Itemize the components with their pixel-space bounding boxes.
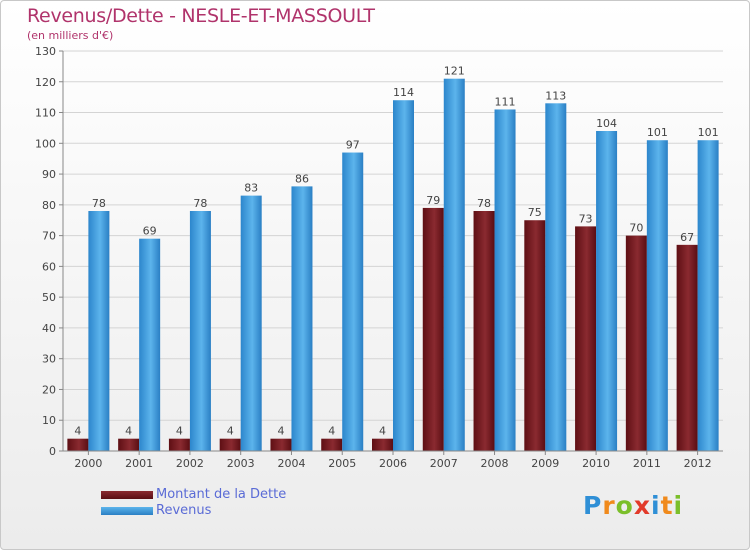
bars	[67, 78, 719, 452]
legend-swatch-dette	[101, 491, 153, 499]
legend-swatch-revenus	[101, 507, 153, 515]
logo-letter: i	[651, 491, 661, 520]
bar-revenus	[342, 152, 364, 452]
bar-revenus	[443, 78, 465, 451]
y-tick-label: 0	[49, 445, 56, 458]
data-label-dette: 70	[629, 222, 643, 235]
bar-dette	[422, 207, 444, 451]
x-tick-label: 2006	[379, 457, 407, 470]
data-label-revenus: 121	[444, 65, 465, 78]
bar-dette	[219, 438, 241, 451]
x-tick-label: 2008	[481, 457, 509, 470]
x-tick-label: 2002	[176, 457, 204, 470]
bar-dette	[524, 220, 546, 451]
logo-letter: i	[673, 491, 684, 520]
x-tick-label: 2012	[684, 457, 712, 470]
data-label-dette: 4	[328, 425, 335, 438]
bar-revenus	[545, 103, 567, 452]
data-label-dette: 4	[176, 425, 183, 438]
y-tick-label: 120	[35, 76, 56, 89]
bar-dette	[67, 438, 89, 451]
data-label-revenus: 111	[495, 95, 516, 108]
data-label-revenus: 113	[545, 89, 566, 102]
logo-letter: t	[660, 491, 674, 520]
y-tick-label: 80	[42, 199, 56, 212]
bar-dette	[676, 244, 698, 451]
data-label-dette: 78	[477, 197, 491, 210]
y-tick-label: 60	[42, 260, 56, 273]
proxiti-logo: Proxiti	[583, 491, 683, 520]
bar-revenus	[240, 195, 262, 451]
data-label-dette: 4	[125, 425, 132, 438]
legend-label-dette: Montant de la Dette	[156, 487, 287, 502]
bar-revenus	[494, 109, 516, 451]
bar-dette	[575, 226, 597, 451]
bar-revenus	[697, 140, 719, 451]
y-tick-label: 100	[35, 137, 56, 150]
x-tick-label: 2003	[227, 457, 255, 470]
y-tick-label: 70	[42, 230, 56, 243]
y-tick-label: 90	[42, 168, 56, 181]
chart-title: Revenus/Dette - NESLE-ET-MASSOULT	[27, 5, 375, 27]
y-tick-label: 10	[42, 414, 56, 427]
data-label-revenus: 114	[393, 86, 414, 99]
legend-label-revenus: Revenus	[156, 503, 212, 518]
data-label-revenus: 101	[698, 126, 719, 139]
logo-letter: r	[602, 491, 616, 520]
y-tick-label: 130	[35, 45, 56, 58]
data-label-dette: 4	[379, 425, 386, 438]
data-label-revenus: 78	[92, 197, 106, 210]
x-tick-label: 2007	[430, 457, 458, 470]
data-label-dette: 73	[579, 212, 593, 225]
bar-revenus	[88, 211, 110, 451]
data-label-revenus: 101	[647, 126, 668, 139]
bar-dette	[372, 438, 393, 451]
x-tick-label: 2011	[633, 457, 661, 470]
data-label-dette: 67	[680, 231, 694, 244]
bar-dette	[270, 438, 292, 451]
data-label-revenus: 104	[596, 117, 617, 130]
x-tick-label: 2001	[125, 457, 153, 470]
chart-subtitle: (en milliers d'€)	[27, 29, 114, 42]
y-tick-label: 110	[35, 107, 56, 120]
data-label-dette: 75	[528, 206, 542, 219]
bar-revenus	[646, 140, 668, 451]
data-label-revenus: 78	[193, 197, 207, 210]
data-label-dette: 79	[426, 194, 440, 207]
x-tick-label: 2010	[582, 457, 610, 470]
logo-letter: x	[633, 491, 651, 520]
axes: 0 10 20 30 40 50 60 70 80 90 100 110 120 130 2000 2001 2…	[35, 45, 723, 470]
data-label-revenus: 83	[244, 182, 258, 195]
bar-dette	[473, 211, 495, 451]
x-tick-label: 2004	[277, 457, 305, 470]
y-tick-label: 30	[42, 353, 56, 366]
data-label-dette: 4	[277, 425, 284, 438]
data-label-dette: 4	[74, 425, 81, 438]
bar-dette	[118, 438, 140, 451]
y-tick-label: 20	[42, 383, 56, 396]
logo-letter: P	[583, 491, 603, 520]
bar-revenus	[139, 238, 161, 451]
data-label-revenus: 69	[143, 225, 157, 238]
bar-dette	[321, 438, 343, 451]
x-tick-label: 2009	[531, 457, 559, 470]
data-label-dette: 4	[227, 425, 234, 438]
bar-revenus	[393, 100, 414, 451]
x-tick-label: 2005	[328, 457, 356, 470]
data-label-revenus: 97	[346, 139, 360, 152]
y-tick-label: 40	[42, 322, 56, 335]
data-labels: 4 78 4 69 4 78 4 83 4 86 4 97 4 114 79 121 78 111 75 113 73 1…	[74, 65, 718, 438]
logo-letter: o	[615, 491, 634, 520]
x-tick-label: 2000	[74, 457, 102, 470]
bar-revenus	[189, 211, 211, 451]
data-label-revenus: 86	[295, 172, 309, 185]
bar-revenus	[291, 186, 313, 451]
bar-dette	[168, 438, 190, 451]
bar-dette	[625, 235, 647, 451]
bar-revenus	[596, 131, 618, 451]
y-tick-label: 50	[42, 291, 56, 304]
